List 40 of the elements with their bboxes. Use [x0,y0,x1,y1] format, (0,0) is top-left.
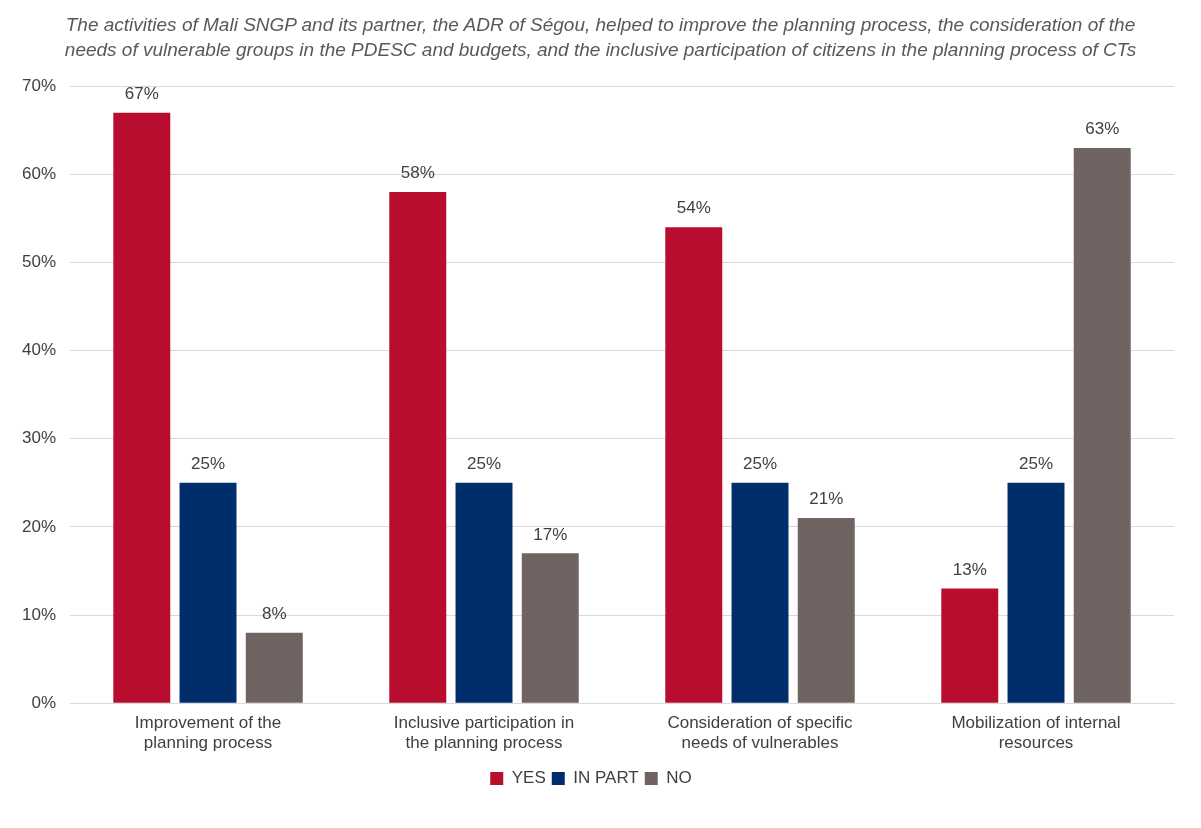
bar [941,588,999,703]
data-label: 8% [261,603,287,623]
y-tick-label: 0% [31,692,57,712]
legend-label: YES [511,768,546,788]
bar [113,112,171,703]
data-label: 21% [809,489,844,509]
legend-label: NO [666,768,692,788]
data-label: 67% [124,83,159,103]
data-label: 25% [742,454,778,474]
data-label: 54% [676,198,711,218]
bar [1007,482,1065,703]
y-tick-label: 10% [21,604,57,624]
x-tick-label: Inclusive participation in the planning process [393,713,575,753]
y-tick-label: 60% [21,164,57,184]
bar [389,191,447,703]
data-label: 13% [952,559,987,579]
x-tick-label: Consideration of specific needs of vulnerables [667,713,854,753]
data-label: 25% [467,454,502,474]
bar [245,632,303,703]
chart-title: The activities of Mali SNGP and its partner, the ADR of Ségou, helped to improve the planning process, the consideration of the needs of vulnerable groups in the PDESC and budgets, and the inclusive participation of citizens in the planning process of CTs [63,13,1138,62]
legend-label: IN PART [573,768,639,788]
bar [179,482,237,703]
bar [797,518,855,703]
bar [665,227,723,703]
bar [521,553,579,703]
data-label: 25% [1018,454,1054,474]
y-tick-label: 40% [21,340,57,360]
y-tick-label: 50% [21,252,57,272]
data-label: 63% [1085,119,1120,139]
y-tick-label: 70% [21,75,57,95]
x-tick-label: Mobilization of internal resources [951,713,1121,753]
x-tick-label: Improvement of the planning process [134,713,282,753]
data-label: 25% [191,454,226,474]
data-label: 17% [533,524,568,544]
bar [455,482,513,703]
bar [1073,147,1131,703]
y-tick-label: 30% [21,428,57,448]
y-tick-label: 20% [21,516,57,536]
bar [731,482,789,703]
data-label: 58% [400,163,435,183]
